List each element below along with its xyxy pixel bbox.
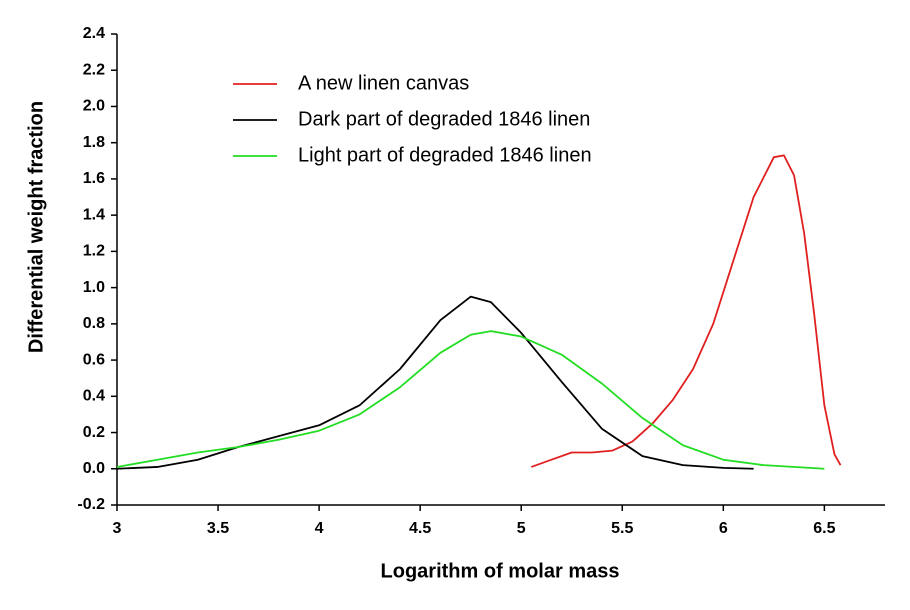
y-tick-label: -0.2 <box>77 496 105 513</box>
series-line <box>531 154 842 468</box>
y-tick-label: 1.2 <box>83 243 105 260</box>
y-tick-label: 0.0 <box>83 460 105 477</box>
y-tick-label: 2.2 <box>83 61 105 78</box>
x-axis-label: Logarithm of molar mass <box>381 560 620 582</box>
series-line <box>116 295 754 470</box>
y-tick-label: 0.4 <box>83 388 105 405</box>
legend-label: A new linen canvas <box>298 72 469 94</box>
x-tick-label: 4 <box>315 520 324 537</box>
y-tick-label: 0.8 <box>83 315 105 332</box>
x-tick-label: 4.5 <box>409 520 431 537</box>
legend-label: Dark part of degraded 1846 linen <box>298 108 590 130</box>
legend-label: Light part of degraded 1846 linen <box>298 144 592 166</box>
x-tick-label: 6 <box>719 520 728 537</box>
y-tick-label: 1.8 <box>83 134 105 151</box>
x-tick-label: 6.5 <box>813 520 835 537</box>
y-axis-label: Differential weight fraction <box>25 101 47 353</box>
x-tick-label: 3.5 <box>207 520 229 537</box>
y-tick-label: 2.0 <box>83 98 105 115</box>
y-tick-label: 1.0 <box>83 279 105 296</box>
x-tick-label: 5.5 <box>611 520 633 537</box>
y-tick-label: 2.4 <box>83 25 105 42</box>
y-tick-label: 0.6 <box>83 351 105 368</box>
x-tick-label: 3 <box>113 520 122 537</box>
y-tick-label: 0.2 <box>83 424 105 441</box>
x-tick-label: 5 <box>517 520 526 537</box>
series-line <box>116 330 825 470</box>
y-tick-label: 1.6 <box>83 170 105 187</box>
y-tick-label: 1.4 <box>83 206 105 223</box>
